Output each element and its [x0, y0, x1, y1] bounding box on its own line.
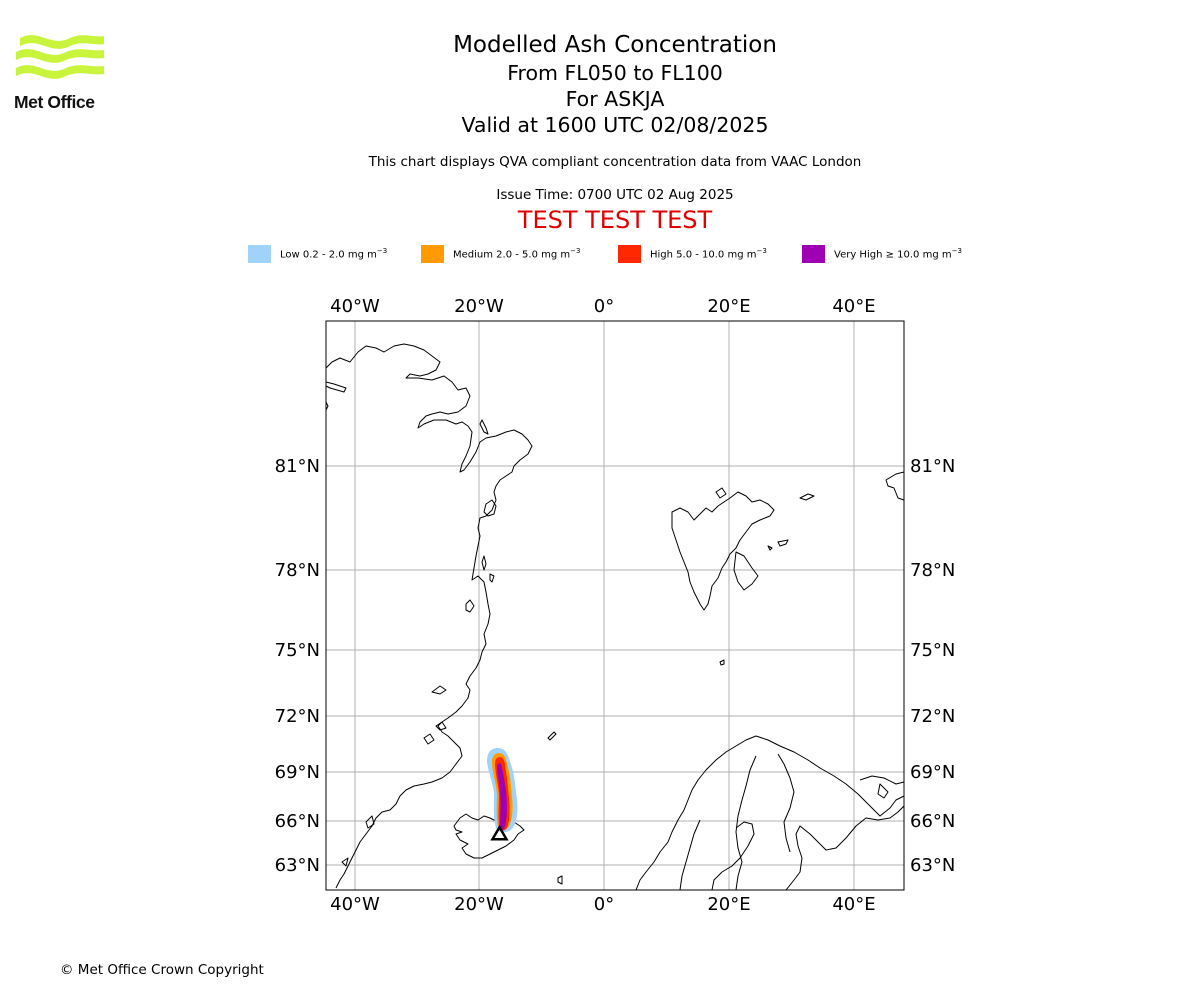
- qva-note: This chart displays QVA compliant concen…: [368, 154, 862, 170]
- legend-label-very-high: Very High ≥ 10.0 mg m−3: [834, 247, 962, 261]
- lon-labels-top: 40°W 20°W 0° 20°E 40°E: [330, 296, 875, 317]
- volcano-triangle-icon: [490, 824, 509, 841]
- flight-levels: From FL050 to FL100: [507, 61, 723, 85]
- map-grid: [326, 321, 904, 890]
- lon-label: 0°: [594, 296, 614, 317]
- lat-label: 75°N: [275, 640, 320, 661]
- legend-swatch-high: [618, 245, 641, 263]
- lat-label: 78°N: [910, 560, 955, 581]
- legend-label-low: Low 0.2 - 2.0 mg m−3: [280, 247, 388, 261]
- lon-label: 40°W: [330, 894, 380, 915]
- issue-time: Issue Time: 0700 UTC 02 Aug 2025: [496, 187, 734, 203]
- lat-label: 72°N: [910, 706, 955, 727]
- lon-label: 20°E: [707, 296, 750, 317]
- legend-label-medium: Medium 2.0 - 5.0 mg m−3: [453, 247, 581, 261]
- lat-labels-left: 81°N 78°N 75°N 72°N 69°N 66°N 63°N: [275, 456, 320, 876]
- plume-very-high: [497, 763, 507, 831]
- lon-labels-bottom: 40°W 20°W 0° 20°E 40°E: [330, 894, 875, 915]
- coastline-iceland: [453, 813, 525, 859]
- legend-item-low: Low 0.2 - 2.0 mg m−3: [248, 244, 387, 264]
- legend-swatch-very-high: [802, 245, 825, 263]
- lon-label: 0°: [594, 894, 614, 915]
- test-banner: TEST TEST TEST: [517, 206, 713, 234]
- lat-label: 63°N: [275, 855, 320, 876]
- ash-map: 40°W 20°W 0° 20°E 40°E 40°W 20°W 0° 20°E…: [275, 296, 956, 915]
- lon-label: 40°E: [832, 894, 875, 915]
- lon-label: 20°E: [707, 894, 750, 915]
- map-frame: [325, 320, 905, 891]
- legend-item-high: High 5.0 - 10.0 mg m−3: [618, 244, 767, 264]
- lon-label: 20°W: [454, 894, 504, 915]
- lat-label: 78°N: [275, 560, 320, 581]
- concentration-legend: Low 0.2 - 2.0 mg m−3 Medium 2.0 - 5.0 mg…: [0, 244, 1200, 264]
- copyright: © Met Office Crown Copyright: [60, 962, 264, 978]
- legend-swatch-low: [248, 245, 271, 263]
- logo-text: Met Office: [14, 92, 95, 112]
- lat-label: 66°N: [910, 811, 955, 832]
- met-office-logo: Met Office: [14, 30, 106, 113]
- lat-label: 75°N: [910, 640, 955, 661]
- lat-label: 69°N: [910, 762, 955, 783]
- lat-label: 63°N: [910, 855, 955, 876]
- lat-label: 81°N: [275, 456, 320, 477]
- legend-swatch-medium: [421, 245, 444, 263]
- legend-label-high: High 5.0 - 10.0 mg m−3: [650, 247, 767, 261]
- lat-label: 66°N: [275, 811, 320, 832]
- chart-header: Modelled Ash Concentration From FL050 to…: [315, 30, 915, 234]
- coastline-scandinavia: [635, 735, 905, 891]
- lon-label: 20°W: [454, 296, 504, 317]
- lat-label: 81°N: [910, 456, 955, 477]
- legend-item-medium: Medium 2.0 - 5.0 mg m−3: [421, 244, 580, 264]
- lat-label: 72°N: [275, 706, 320, 727]
- coastline-svalbard: [671, 491, 775, 611]
- chart-title: Modelled Ash Concentration: [453, 32, 777, 58]
- lon-label: 40°W: [330, 296, 380, 317]
- met-office-waves-icon: [16, 35, 104, 79]
- lat-label: 69°N: [275, 762, 320, 783]
- ash-plume: [487, 748, 518, 833]
- valid-time: Valid at 1600 UTC 02/08/2025: [461, 113, 769, 137]
- volcano-name: For ASKJA: [565, 87, 665, 111]
- coastlines: [325, 343, 905, 891]
- lon-label: 40°E: [832, 296, 875, 317]
- lat-labels-right: 81°N 78°N 75°N 72°N 69°N 66°N 63°N: [910, 456, 955, 876]
- coastline-greenland: [325, 343, 533, 889]
- legend-item-very-high: Very High ≥ 10.0 mg m−3: [802, 244, 962, 264]
